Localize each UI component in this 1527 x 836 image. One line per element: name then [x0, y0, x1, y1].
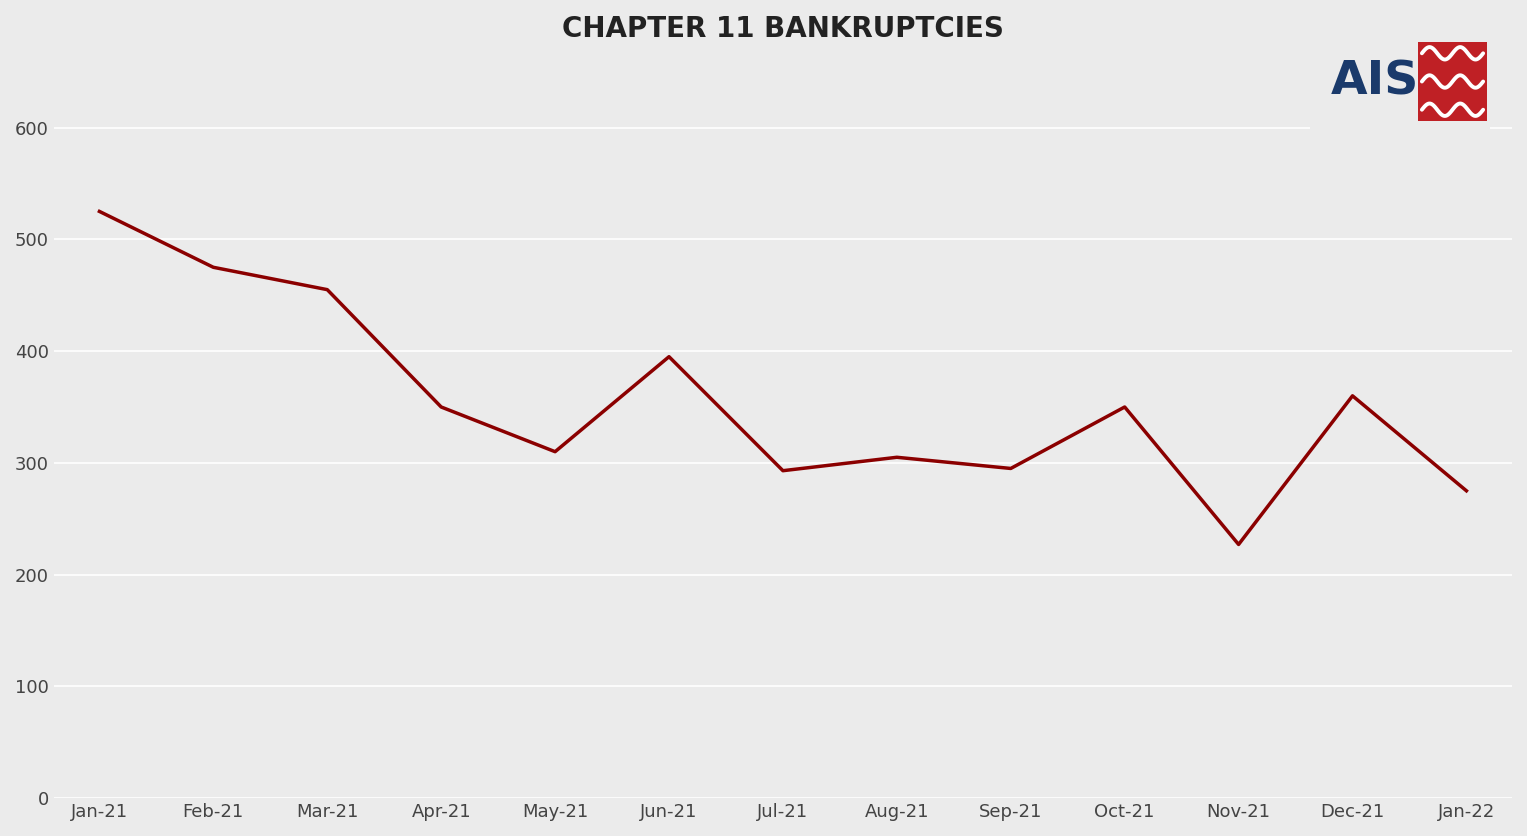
Title: CHAPTER 11 BANKRUPTCIES: CHAPTER 11 BANKRUPTCIES: [562, 15, 1003, 43]
FancyBboxPatch shape: [1419, 42, 1487, 121]
Text: AIS: AIS: [1332, 59, 1419, 104]
